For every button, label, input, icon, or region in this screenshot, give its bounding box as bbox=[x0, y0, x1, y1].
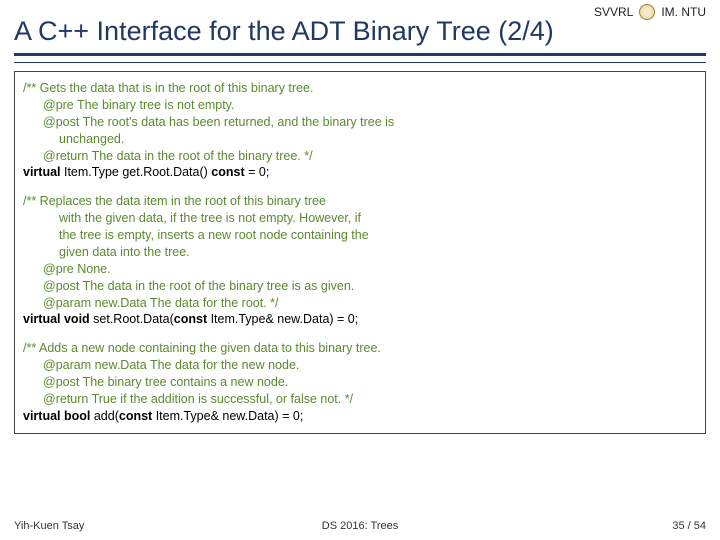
page-title: A C++ Interface for the ADT Binary Tree … bbox=[14, 16, 706, 47]
header-right: IM. NTU bbox=[661, 5, 706, 19]
title-rule-thin bbox=[14, 62, 706, 63]
code-line: virtual void set.Root.Data(const Item.Ty… bbox=[23, 311, 697, 328]
comment-line: /** Adds a new node containing the given… bbox=[23, 340, 697, 357]
comment-line: @pre The binary tree is not empty. bbox=[23, 97, 697, 114]
comment-line: @return The data in the root of the bina… bbox=[23, 148, 697, 165]
doc-block-3: /** Adds a new node containing the given… bbox=[23, 340, 697, 424]
seal-icon bbox=[639, 4, 655, 20]
footer-author: Yih-Kuen Tsay bbox=[14, 520, 84, 532]
header-tag: SVVRL IM. NTU bbox=[594, 4, 706, 20]
comment-line: @pre None. bbox=[23, 261, 697, 278]
comment-line: @param new.Data The data for the new nod… bbox=[23, 357, 697, 374]
comment-line: given data into the tree. bbox=[23, 244, 697, 261]
comment-line: /** Gets the data that is in the root of… bbox=[23, 80, 697, 97]
comment-line: /** Replaces the data item in the root o… bbox=[23, 193, 697, 210]
doc-block-1: /** Gets the data that is in the root of… bbox=[23, 80, 697, 181]
footer-page: 35 / 54 bbox=[672, 520, 706, 532]
doc-block-2: /** Replaces the data item in the root o… bbox=[23, 193, 697, 328]
footer: Yih-Kuen Tsay DS 2016: Trees 35 / 54 bbox=[0, 520, 720, 532]
comment-line: @post The root's data has been returned,… bbox=[23, 114, 697, 131]
comment-line: with the given data, if the tree is not … bbox=[23, 210, 697, 227]
code-line: virtual bool add(const Item.Type& new.Da… bbox=[23, 408, 697, 425]
comment-line: the tree is empty, inserts a new root no… bbox=[23, 227, 697, 244]
comment-line: unchanged. bbox=[23, 131, 697, 148]
code-box: /** Gets the data that is in the root of… bbox=[14, 71, 706, 434]
comment-line: @param new.Data The data for the root. *… bbox=[23, 295, 697, 312]
code-line: virtual Item.Type get.Root.Data() const … bbox=[23, 164, 697, 181]
title-rule-thick bbox=[14, 53, 706, 56]
comment-line: @return True if the addition is successf… bbox=[23, 391, 697, 408]
comment-line: @post The binary tree contains a new nod… bbox=[23, 374, 697, 391]
comment-line: @post The data in the root of the binary… bbox=[23, 278, 697, 295]
header-left: SVVRL bbox=[594, 5, 633, 19]
footer-course: DS 2016: Trees bbox=[322, 520, 398, 532]
